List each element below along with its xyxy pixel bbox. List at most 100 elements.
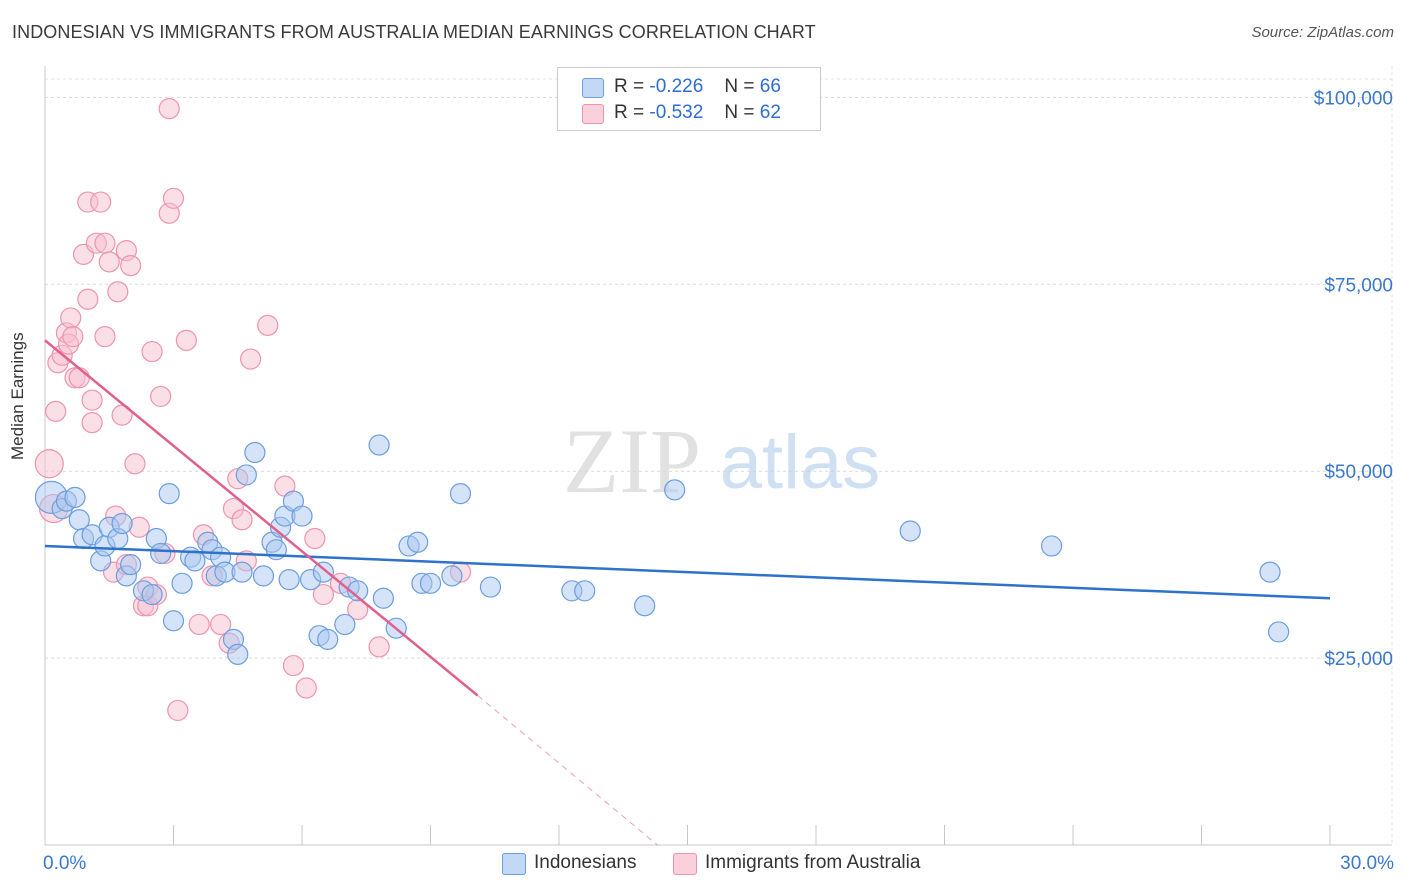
trend-lines [44,339,1331,846]
point-indonesians-47 [347,580,369,602]
point-indonesians-19 [162,610,185,632]
point-immigrants-14 [81,411,103,434]
point-indonesians-30 [231,561,253,583]
point-indonesians-13 [120,554,142,576]
legend-n-value: 66 [759,76,781,97]
legend-r-value: -0.532 [649,102,704,123]
point-indonesians-45 [334,613,356,636]
point-indonesians-62 [899,520,921,542]
point-immigrants-54 [282,654,305,677]
point-indonesians-65 [1267,621,1290,643]
legend-label-indonesians: Indonesians [534,852,637,873]
y-tick-label-1: $50,000 [1324,462,1393,483]
point-indonesians-43 [312,561,335,583]
point-immigrants-51 [240,348,262,370]
point-immigrants-38 [158,97,180,120]
point-indonesians-59 [574,580,596,602]
y-tick-label-3: $100,000 [1314,88,1393,109]
point-indonesians-56 [449,483,472,505]
legend-r-label: R = [614,76,645,97]
point-indonesians-18 [158,483,180,505]
y-axis-label: Median Earnings [8,332,27,460]
y-tick-label-2: $75,000 [1324,275,1393,296]
x-tick-label-start: 0.0% [43,853,86,874]
point-indonesians-48 [368,434,390,456]
x-tick-label-end: 30.0% [1340,853,1394,874]
trend-line-indonesians [44,544,1331,600]
legend-swatch-blue [502,853,526,875]
point-immigrants-8 [62,326,84,348]
point-immigrants-17 [90,191,112,213]
legend-r-value: -0.226 [649,76,704,97]
watermark-atlas: atlas [720,420,881,505]
series-indonesians-points [34,434,1290,665]
legend-swatch-blue [582,78,604,98]
point-immigrants-20 [98,251,120,273]
watermark: ZIP atlas [563,410,880,512]
point-immigrants-27 [120,254,142,277]
point-immigrants-19 [94,326,116,348]
point-immigrants-23 [107,281,129,303]
chart-title: INDONESIAN VS IMMIGRANTS FROM AUSTRALIA … [12,22,816,42]
point-immigrants-2 [45,400,67,422]
point-indonesians-55 [441,565,463,587]
point-indonesians-61 [664,479,686,501]
source-label: Source: ZipAtlas.com [1251,24,1394,41]
point-immigrants-28 [124,453,146,475]
point-immigrants-33 [141,340,163,363]
point-immigrants-45 [210,613,232,636]
point-immigrants-10 [68,367,90,389]
point-immigrants-39 [162,187,185,209]
point-indonesians-3 [64,486,86,508]
legend-label-immigrants: Immigrants from Australia [705,852,921,873]
point-indonesians-63 [1040,535,1063,557]
legend-n-label: N = [724,102,755,123]
point-indonesians-17 [150,542,172,565]
legend-swatch-pink [673,853,697,875]
point-immigrants-41 [175,329,197,351]
point-immigrants-12 [77,288,99,310]
point-indonesians-20 [171,572,193,594]
point-indonesians-40 [291,505,313,527]
point-indonesians-49 [372,587,394,609]
point-indonesians-33 [252,565,275,587]
point-immigrants-35 [150,385,172,408]
tick-labels: $25,000 $50,000 $75,000 $100,000 0.0% 30.0% [43,88,1394,874]
point-indonesians-52 [407,531,429,553]
point-immigrants-60 [368,636,390,658]
point-immigrants-52 [257,314,279,337]
legend-swatch-pink [582,104,604,124]
point-indonesians-38 [278,568,300,591]
stats-legend: R = -0.226 N = 66 R = -0.532 N = 62 [557,67,821,131]
point-immigrants-40 [167,699,189,722]
point-immigrants-29 [128,516,150,538]
point-indonesians-29 [227,643,249,665]
point-indonesians-15 [141,583,163,606]
point-immigrants-49 [231,509,253,531]
point-immigrants-15 [81,389,103,411]
point-indonesians-32 [244,441,266,464]
grid-lines [45,66,1393,845]
y-tick-label-0: $25,000 [1324,649,1393,670]
point-immigrants-7 [60,307,82,329]
legend-n-label: N = [724,76,755,97]
legend-n-value: 62 [759,102,781,123]
point-immigrants-18 [94,232,116,254]
point-indonesians-57 [479,576,502,598]
point-immigrants-42 [188,613,210,636]
point-immigrants-0 [34,449,64,479]
point-immigrants-57 [312,583,335,606]
point-indonesians-31 [235,464,257,486]
point-indonesians-44 [317,628,339,651]
legend-r-label: R = [614,102,645,123]
trend-line-immigrants-extension [477,695,658,846]
trend-line-immigrants [44,339,479,697]
point-indonesians-11 [111,512,133,535]
point-indonesians-60 [634,595,656,617]
point-indonesians-22 [184,550,206,572]
point-indonesians-64 [1259,561,1281,583]
point-immigrants-55 [295,677,317,699]
point-indonesians-54 [419,572,442,594]
point-immigrants-56 [304,527,326,550]
